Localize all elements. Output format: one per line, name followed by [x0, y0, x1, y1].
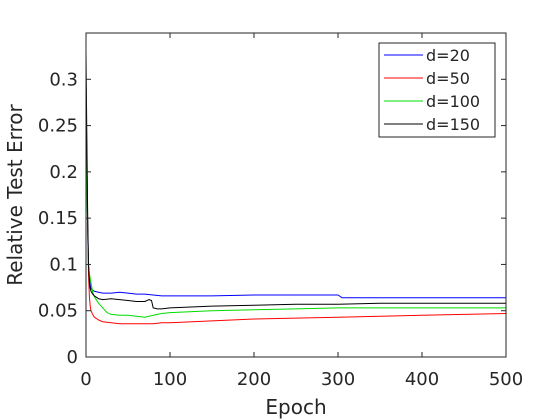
y-tick-label: 0.25	[38, 116, 78, 137]
x-tick-label: 300	[321, 369, 355, 390]
legend: d=20 d=50 d=100 d=150	[378, 42, 496, 138]
x-tick-label: 200	[237, 369, 271, 390]
series-line-d-100	[85, 79, 506, 318]
x-tick-label: 500	[489, 369, 523, 390]
y-tick-label: 0	[67, 347, 78, 368]
series-layer	[85, 51, 507, 325]
axes-box	[85, 32, 507, 358]
legend-label: d=100	[426, 92, 480, 111]
x-tick-label: 400	[405, 369, 439, 390]
legend-label: d=150	[426, 115, 480, 134]
x-axis-label: Epoch	[265, 395, 326, 419]
y-tick-label: 0.3	[49, 69, 78, 90]
y-tick-label: 0.15	[38, 208, 78, 229]
legend-box	[378, 42, 496, 138]
series-line-d-50	[85, 79, 507, 325]
series-line-d-150	[85, 51, 506, 310]
legend-label: d=20	[426, 46, 470, 65]
y-axis-label: Relative Test Error	[3, 103, 27, 285]
y-tick-label: 0.05	[38, 301, 78, 322]
ticks-layer: 0 100 200 300 400 500 0 0.05 0.1 0.15 0.2 0.25 0.3	[38, 33, 523, 390]
y-tick-label: 0.1	[49, 254, 78, 275]
legend-label: d=50	[426, 69, 470, 88]
x-tick-label: 100	[153, 369, 187, 390]
x-tick-label: 0	[80, 369, 91, 390]
y-tick-label: 0.2	[49, 162, 78, 183]
